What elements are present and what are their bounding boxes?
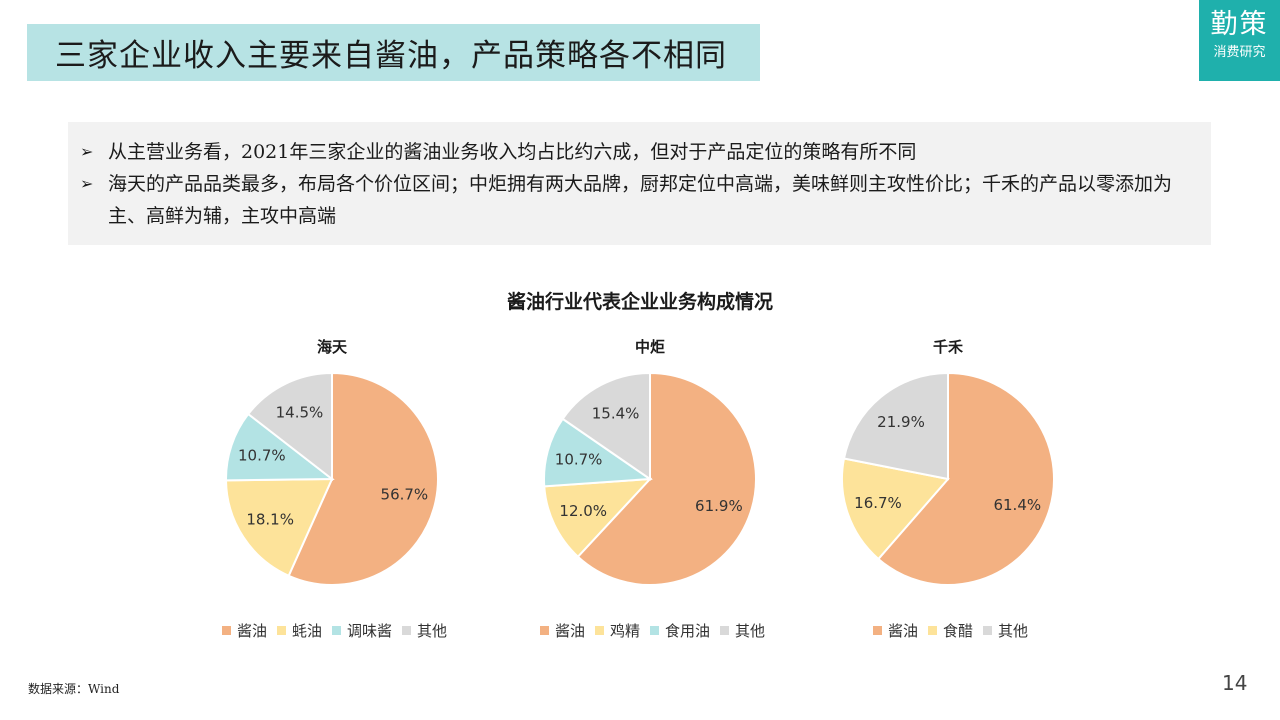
pie-data-label-1: 16.7%: [854, 494, 902, 512]
legend-swatch: [402, 625, 412, 635]
pie-data-label-1: 18.1%: [246, 511, 294, 529]
legend-item-2: 其他: [983, 620, 1028, 641]
legend-label: 其他: [998, 621, 1029, 640]
pie-slice-1: [543, 477, 653, 559]
pie-data-label-2: 10.7%: [555, 450, 603, 468]
legend-swatch: [650, 625, 660, 635]
pie-slice-0: [576, 371, 757, 586]
pie-data-label-2: 10.7%: [238, 446, 286, 464]
pie-svg: 56.7% 18.1% 10.7% 14.5%: [224, 371, 439, 586]
legend-label: 蚝油: [292, 621, 323, 640]
legend-item-1: 蚝油: [277, 620, 322, 641]
pie-data-label-3: 15.4%: [592, 404, 640, 422]
legend-label: 其他: [417, 621, 448, 640]
legend-zhongju: 酱油 鸡精 食用油 其他: [540, 620, 775, 640]
summary-box: ➢ 从主营业务看，2021年三家企业的酱油业务收入均占比约六成，但对于产品定位的…: [68, 122, 1211, 245]
legend-item-0: 酱油: [222, 620, 267, 641]
pie-slice-2: [542, 417, 653, 488]
data-source: 数据来源：Wind: [28, 682, 120, 696]
legend-label: 食用油: [665, 621, 711, 640]
pie-slice-3: [246, 371, 333, 482]
summary-text-2: 海天的产品品类最多，布局各个价位区间；中炬拥有两大品牌，厨邦定位中高端，美味鲜则…: [108, 173, 1173, 227]
pie-chart-qianhe: 千禾 61.4% 16.7% 21.9%: [788, 336, 1108, 586]
legend-swatch: [277, 625, 287, 635]
legend-item-2: 食用油: [650, 620, 710, 641]
pie-slice-2: [225, 412, 335, 482]
legend-label: 酱油: [237, 621, 268, 640]
legend-swatch: [222, 625, 231, 635]
pie-slice-0: [287, 371, 439, 586]
legend-item-1: 鸡精: [595, 620, 640, 641]
legend-swatch: [540, 625, 549, 635]
legend-swatch: [873, 625, 882, 635]
summary-bullet-1: ➢ 从主营业务看，2021年三家企业的酱油业务收入均占比约六成，但对于产品定位的…: [80, 136, 1197, 168]
pie-slice-1: [841, 457, 950, 561]
pie-chart-haitian: 海天 56.7% 18.1% 10.7% 14.5%: [172, 336, 492, 586]
logo-main-text: 勤策: [1210, 9, 1269, 40]
arrow-bullet-icon: ➢: [80, 142, 94, 161]
pie-title: 海天: [316, 338, 347, 356]
page-title: 三家企业收入主要来自酱油，产品策略各不相同: [55, 38, 727, 74]
pie-slice-2: [842, 371, 949, 481]
legend-item-0: 酱油: [540, 620, 585, 641]
legend-label: 酱油: [555, 621, 586, 640]
pie-svg: 61.4% 16.7% 21.9%: [841, 371, 1055, 586]
pie-data-label-2: 21.9%: [877, 413, 925, 431]
page-number: 14: [1222, 671, 1248, 695]
pie-data-label-0: 61.9%: [695, 497, 743, 515]
legend-label: 酱油: [888, 621, 919, 640]
pie-slice-3: [561, 371, 651, 481]
pie-slice-1: [224, 477, 334, 578]
pie-svg: 61.9% 12.0% 10.7% 15.4%: [542, 371, 757, 586]
summary-text-1: 从主营业务看，2021年三家企业的酱油业务收入均占比约六成，但对于产品定位的策略…: [108, 141, 917, 163]
title-banner: 三家企业收入主要来自酱油，产品策略各不相同: [27, 24, 760, 81]
legend-swatch: [928, 625, 938, 635]
legend-qianhe: 酱油 食醋 其他: [873, 620, 1038, 640]
pie-title: 千禾: [932, 338, 963, 356]
legend-label: 食醋: [943, 621, 974, 640]
pie-slice-0: [876, 371, 1055, 586]
brand-logo: 勤策 消费研究: [1199, 0, 1280, 81]
pie-chart-zhongju: 中炬 61.9% 12.0% 10.7% 15.4%: [490, 336, 810, 586]
legend-label: 其他: [735, 621, 766, 640]
pie-data-label-1: 12.0%: [559, 502, 607, 520]
chart-title: 酱油行业代表企业业务构成情况: [506, 291, 773, 313]
legend-swatch: [983, 625, 993, 635]
pie-data-label-3: 14.5%: [276, 404, 324, 422]
legend-label: 鸡精: [610, 621, 641, 640]
arrow-bullet-icon: ➢: [80, 174, 94, 193]
pie-data-label-0: 56.7%: [381, 485, 429, 503]
legend-item-0: 酱油: [873, 620, 918, 641]
summary-bullet-2: ➢ 海天的产品品类最多，布局各个价位区间；中炬拥有两大品牌，厨邦定位中高端，美味…: [80, 168, 1197, 232]
legend-label: 调味酱: [347, 621, 393, 640]
logo-sub-text: 消费研究: [1213, 45, 1266, 60]
legend-swatch: [720, 625, 730, 635]
legend-item-3: 其他: [720, 620, 765, 641]
legend-haitian: 酱油 蚝油 调味酱 其他: [222, 620, 457, 640]
legend-swatch: [595, 625, 605, 635]
legend-item-1: 食醋: [928, 620, 973, 641]
pie-data-label-0: 61.4%: [993, 496, 1041, 514]
legend-swatch: [332, 625, 342, 635]
legend-item-3: 其他: [402, 620, 447, 641]
pie-title: 中炬: [634, 338, 665, 356]
legend-item-2: 调味酱: [332, 620, 392, 641]
